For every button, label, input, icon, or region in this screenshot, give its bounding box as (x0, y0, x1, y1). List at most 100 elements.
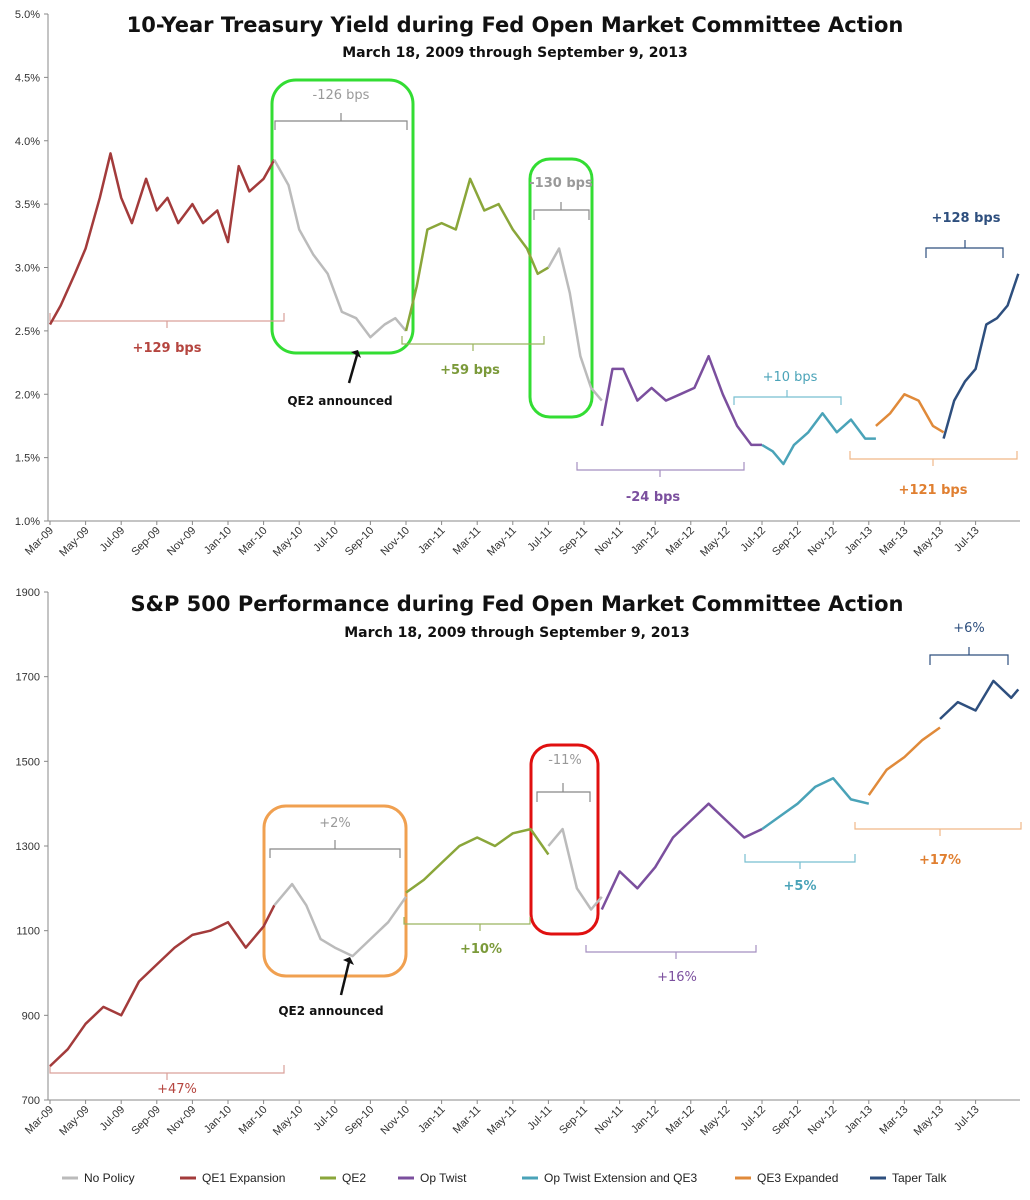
no-policy-sp500-change-label-1: +2% (319, 816, 351, 831)
legend-label: QE3 Expanded (757, 1171, 838, 1185)
yield-series-no-policy-line (273, 159, 407, 339)
qe2-announced-label: QE2 announced (287, 394, 392, 408)
sp500-x-tick-label: Nov-12 (806, 1104, 840, 1138)
yield-series-qe1-expansion-line (48, 152, 276, 326)
legend-label: Op Twist Extension and QE3 (544, 1171, 698, 1185)
no-policy-highlight-box-4 (529, 743, 600, 936)
yield-y-tick-label: 2.0% (15, 389, 40, 401)
sp500-y-tick-label: 1700 (16, 672, 40, 684)
sp500-x-tick-label: May-09 (57, 1104, 91, 1138)
sp500-x-tick-label: Nov-11 (593, 1104, 626, 1137)
op-twist-ext-sp500-bracket (744, 854, 856, 869)
yield-x-tick-label: Mar-11 (451, 525, 484, 558)
yield-x-tick-label: Jul-09 (98, 525, 128, 555)
sp500-series-taper-talk-line (939, 679, 1020, 720)
yield-series-no-policy-line (547, 247, 603, 402)
sp500-x-tick-label: Sep-09 (129, 1104, 163, 1138)
yield-x-tick-label: Nov-09 (165, 525, 199, 559)
no-policy-highlight-box-1 (270, 78, 415, 355)
sp500-series-no-policy-line (273, 882, 408, 958)
yield-x-tick-label: Jan-10 (202, 525, 234, 557)
yield-x-tick-label: May-10 (271, 525, 305, 559)
legend: No Policy QE1 Expansion QE2 Op Twist Op Twis… (62, 1171, 947, 1185)
sp500-y-tick-label: 1300 (16, 841, 40, 853)
qe2-yield-change-label: +59 bps (440, 363, 500, 378)
sp500-x-tick-label: Mar-13 (877, 1104, 910, 1137)
sp500-x-tick-label: Sep-12 (770, 1104, 804, 1138)
sp500-x-tick-label: Jul-11 (525, 1104, 554, 1133)
yield-x-tick-label: Sep-10 (343, 525, 377, 559)
qe2-announced-label-2: QE2 announced (278, 1004, 383, 1018)
qe2-announced-arrowhead-2 (343, 957, 354, 965)
yield-y-tick-label: 1.5% (15, 453, 40, 465)
yield-x-tick-label: Nov-11 (593, 525, 626, 558)
legend-label: QE1 Expansion (202, 1171, 285, 1185)
taper-talk-yield-change-label: +128 bps (932, 211, 1001, 226)
yield-series-op-twist-line (600, 354, 762, 447)
sp500-y-tick-label: 700 (22, 1095, 40, 1107)
op-twist-ext-yield-change-label: +10 bps (763, 370, 818, 385)
sp500-y-tick-label: 900 (22, 1010, 40, 1022)
sp500-y-ticks: 700 900 1100 1300 1500 1700 1900 (16, 587, 48, 1107)
op-twist-sp500-bracket (585, 945, 757, 959)
sp500-chart: S&P 500 Performance during Fed Open Mark… (16, 587, 1022, 1138)
sp500-y-tick-label: 1500 (16, 756, 40, 768)
qe1-sp500-change-label: +47% (157, 1082, 197, 1097)
taper-talk-sp500-bracket (929, 647, 1009, 665)
yield-series-qe2-line (404, 177, 550, 332)
no-policy-yield-change-label-1: -126 bps (313, 88, 370, 103)
no-policy-yield-change-label-2: -130 bps (529, 176, 593, 191)
op-twist-ext-yield-bracket (733, 390, 842, 405)
sp500-series-qe1-expansion-line (49, 904, 276, 1068)
qe1-yield-bracket (49, 313, 285, 328)
op-twist-yield-change-label: -24 bps (626, 490, 681, 505)
yield-x-tick-label: May-13 (912, 525, 946, 559)
sp500-x-tick-label: Mar-10 (237, 1104, 270, 1137)
yield-x-tick-label: Sep-12 (770, 525, 804, 559)
qe3-expanded-sp500-bracket (854, 822, 1022, 836)
qe2-sp500-bracket (403, 917, 531, 931)
yield-y-tick-label: 3.0% (15, 263, 40, 275)
qe2-announced-arrow-2 (339, 961, 351, 996)
yield-y-tick-label: 4.5% (15, 72, 40, 84)
sp500-series-layer (49, 679, 1020, 1068)
yield-x-tick-label: May-11 (485, 525, 519, 559)
sp500-x-tick-label: May-13 (912, 1104, 946, 1138)
yield-series-qe3-expanded-line (875, 393, 945, 434)
sp500-x-tick-label: Nov-09 (165, 1104, 199, 1138)
yield-y-tick-label: 1.0% (15, 516, 40, 528)
yield-y-tick-label: 4.0% (15, 136, 40, 148)
qe3-expanded-sp500-change-label: +17% (919, 853, 961, 868)
sp500-x-tick-label: May-10 (271, 1104, 305, 1138)
legend-label: Op Twist (420, 1171, 467, 1185)
qe1-yield-change-label: +129 bps (133, 341, 202, 356)
sp500-x-tick-label: May-11 (485, 1104, 519, 1138)
sp500-x-tick-label: May-12 (698, 1104, 732, 1138)
op-twist-sp500-change-label: +16% (657, 970, 697, 985)
taper-talk-sp500-change-label: +6% (953, 621, 985, 636)
yield-x-tick-label: Jan-12 (629, 525, 661, 557)
sp500-x-tick-label: Sep-11 (557, 1104, 590, 1137)
yield-x-tick-label: Mar-09 (23, 525, 56, 558)
legend-label: No Policy (84, 1171, 135, 1185)
sp500-x-ticks: Mar-09 May-09 Jul-09 Sep-09 Nov-09 Jan-10 Mar-… (23, 1100, 982, 1138)
sp500-x-tick-label: Jan-12 (629, 1104, 661, 1136)
no-policy-highlight-box-2 (528, 157, 594, 419)
no-policy-sp500-change-label-2: -11% (548, 753, 582, 768)
sp500-series-qe2-line (405, 827, 550, 894)
sp500-x-tick-label: Mar-09 (23, 1104, 56, 1137)
yield-x-tick-label: May-12 (698, 525, 732, 559)
sp500-x-tick-label: Jan-11 (416, 1104, 448, 1136)
yield-x-tick-label: Mar-13 (877, 525, 910, 558)
yield-chart-title: 10-Year Treasury Yield during Fed Open M… (127, 13, 904, 37)
qe3-expanded-yield-change-label: +121 bps (899, 483, 968, 498)
no-policy-sp500-bracket-2 (536, 783, 591, 802)
yield-series-layer (48, 152, 1020, 466)
sp500-series-no-policy-line (547, 827, 603, 911)
yield-series-op-twist-extension-and-qe3-line (761, 412, 876, 466)
qe2-announced-arrow (347, 354, 359, 384)
sp500-chart-subtitle: March 18, 2009 through September 9, 2013 (344, 625, 690, 641)
yield-chart: 10-Year Treasury Yield during Fed Open M… (15, 9, 1020, 559)
qe1-sp500-bracket (49, 1065, 285, 1080)
